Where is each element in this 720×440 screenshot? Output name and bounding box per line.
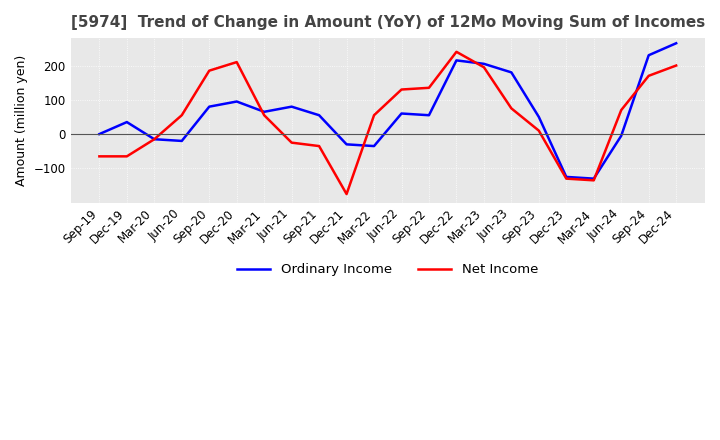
Net Income bbox=[617, 107, 626, 113]
Ordinary Income bbox=[95, 132, 104, 137]
Title: [5974]  Trend of Change in Amount (YoY) of 12Mo Moving Sum of Incomes: [5974] Trend of Change in Amount (YoY) o… bbox=[71, 15, 705, 30]
Ordinary Income bbox=[287, 104, 296, 109]
Line: Net Income: Net Income bbox=[99, 52, 676, 194]
Net Income bbox=[315, 143, 323, 149]
Ordinary Income bbox=[260, 109, 269, 114]
Net Income bbox=[150, 136, 158, 142]
Net Income bbox=[369, 113, 378, 118]
Net Income bbox=[260, 113, 269, 118]
Net Income bbox=[590, 178, 598, 183]
Net Income bbox=[672, 63, 680, 68]
Ordinary Income bbox=[233, 99, 241, 104]
Net Income bbox=[562, 176, 571, 181]
Net Income bbox=[177, 113, 186, 118]
Ordinary Income bbox=[150, 136, 158, 142]
Net Income bbox=[122, 154, 131, 159]
Net Income bbox=[397, 87, 406, 92]
Net Income bbox=[287, 140, 296, 145]
Ordinary Income bbox=[177, 138, 186, 143]
Ordinary Income bbox=[644, 53, 653, 58]
Net Income bbox=[507, 106, 516, 111]
Ordinary Income bbox=[534, 114, 543, 120]
Net Income bbox=[452, 49, 461, 55]
Legend: Ordinary Income, Net Income: Ordinary Income, Net Income bbox=[232, 258, 544, 282]
Ordinary Income bbox=[425, 113, 433, 118]
Ordinary Income bbox=[369, 143, 378, 149]
Ordinary Income bbox=[590, 176, 598, 181]
Ordinary Income bbox=[480, 61, 488, 66]
Y-axis label: Amount (million yen): Amount (million yen) bbox=[15, 55, 28, 186]
Ordinary Income bbox=[205, 104, 214, 109]
Net Income bbox=[342, 191, 351, 197]
Ordinary Income bbox=[617, 133, 626, 139]
Ordinary Income bbox=[672, 40, 680, 46]
Ordinary Income bbox=[452, 58, 461, 63]
Net Income bbox=[425, 85, 433, 91]
Net Income bbox=[233, 59, 241, 65]
Ordinary Income bbox=[342, 142, 351, 147]
Net Income bbox=[205, 68, 214, 73]
Ordinary Income bbox=[507, 70, 516, 75]
Ordinary Income bbox=[397, 111, 406, 116]
Ordinary Income bbox=[315, 113, 323, 118]
Ordinary Income bbox=[122, 119, 131, 125]
Net Income bbox=[480, 65, 488, 70]
Line: Ordinary Income: Ordinary Income bbox=[99, 43, 676, 179]
Ordinary Income bbox=[562, 174, 571, 180]
Net Income bbox=[95, 154, 104, 159]
Net Income bbox=[644, 73, 653, 78]
Net Income bbox=[534, 128, 543, 133]
